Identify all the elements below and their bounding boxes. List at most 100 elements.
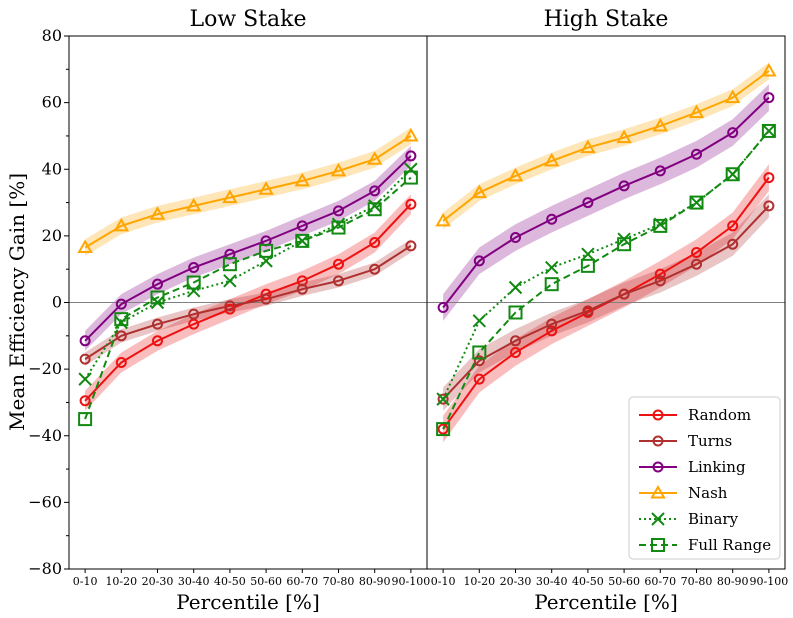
xtick-label-high-stake-70-80: 70-80 [681, 575, 713, 588]
marker-high-stake-full-range-30-40 [544, 277, 559, 292]
legend-marker-linking [652, 461, 664, 473]
legend-marker-full-range [651, 538, 665, 552]
marker-low-stake-random-10-20 [115, 356, 127, 368]
marker-high-stake-random-20-30 [510, 346, 522, 358]
marker-low-stake-linking-60-70 [296, 220, 308, 232]
marker-low-stake-turns-0-10 [79, 353, 91, 365]
marker-high-stake-binary-20-30 [508, 280, 523, 295]
x-axis-label-high-stake: Percentile [%] [534, 590, 678, 614]
xtick-label-high-stake-80-90: 80-90 [717, 575, 749, 588]
line-low-stake-turns [84, 245, 412, 360]
marker-high-stake-nash-50-60 [616, 129, 632, 144]
xtick-label-high-stake-10-20: 10-20 [463, 575, 495, 588]
axes-frame-high-stake [426, 35, 786, 570]
xtick-label-high-stake-40-50: 40-50 [572, 575, 604, 588]
marker-high-stake-turns-10-20 [473, 355, 485, 367]
line-low-stake-full-range [84, 176, 412, 420]
ytick-label-20: 20 [42, 226, 62, 245]
legend-label-binary: Binary [688, 510, 739, 528]
panel-title-high-stake: High Stake [544, 7, 669, 32]
marker-high-stake-random-70-80 [690, 247, 702, 259]
y-axis-label: Mean Efficiency Gain [%] [5, 173, 29, 431]
marker-high-stake-binary-50-60 [617, 232, 631, 246]
ytick-label--20: −20 [28, 359, 62, 378]
marker-low-stake-linking-80-90 [369, 185, 381, 197]
marker-high-stake-full-range-0-10 [436, 422, 451, 437]
marker-low-stake-turns-70-80 [332, 275, 344, 287]
marker-low-stake-full-range-30-40 [186, 275, 201, 290]
marker-high-stake-nash-80-90 [724, 89, 741, 104]
legend-label-linking: Linking [688, 458, 746, 476]
marker-low-stake-nash-80-90 [366, 151, 383, 165]
marker-low-stake-linking-30-40 [188, 262, 200, 274]
marker-high-stake-nash-70-80 [688, 104, 705, 119]
legend-marker-random [652, 409, 664, 421]
ytick-label-0: 0 [52, 293, 62, 312]
marker-high-stake-full-range-50-60 [617, 237, 632, 252]
xtick-label-low-stake-0-10: 0-10 [73, 575, 98, 588]
marker-low-stake-turns-10-20 [115, 330, 127, 342]
marker-high-stake-random-10-20 [473, 373, 485, 385]
axis-ticks: 0-10 10-20 20-30 30-40 40-50 50-60 60-70 70-80 8… [28, 26, 788, 588]
marker-high-stake-nash-0-10 [435, 212, 451, 227]
series-lines [84, 70, 770, 430]
xtick-label-high-stake-30-40: 30-40 [536, 575, 568, 588]
legend-label-turns: Turns [688, 432, 732, 450]
xtick-label-low-stake-40-50: 40-50 [214, 575, 246, 588]
xtick-label-low-stake-70-80: 70-80 [323, 575, 355, 588]
line-high-stake-linking [442, 96, 770, 309]
marker-high-stake-linking-10-20 [473, 255, 485, 267]
marker-high-stake-random-90-100 [763, 172, 775, 184]
marker-low-stake-linking-90-100 [405, 150, 417, 162]
marker-low-stake-turns-80-90 [369, 263, 381, 275]
marker-low-stake-full-range-90-100 [403, 170, 418, 185]
marker-high-stake-linking-30-40 [546, 213, 558, 225]
marker-low-stake-binary-40-50 [223, 274, 237, 288]
line-low-stake-binary [84, 168, 412, 380]
marker-low-stake-nash-40-50 [222, 189, 238, 204]
marker-high-stake-full-range-20-30 [508, 305, 523, 320]
legend: Random Turns Linking Nash Binary Full Ra… [628, 396, 781, 560]
marker-low-stake-nash-70-80 [330, 162, 347, 177]
marker-high-stake-turns-90-100 [763, 200, 775, 212]
marker-low-stake-linking-0-10 [79, 335, 91, 347]
marker-high-stake-nash-10-20 [471, 184, 488, 199]
marker-low-stake-random-20-30 [152, 335, 164, 347]
legend-marker-binary [651, 512, 665, 526]
marker-low-stake-binary-20-30 [150, 295, 165, 310]
marker-high-stake-turns-30-40 [546, 318, 558, 330]
marker-low-stake-random-0-10 [79, 395, 91, 407]
marker-high-stake-binary-80-90 [725, 167, 740, 181]
marker-low-stake-full-range-80-90 [367, 202, 382, 217]
marker-low-stake-full-range-40-50 [222, 257, 237, 272]
marker-high-stake-random-30-40 [546, 325, 558, 337]
marker-high-stake-binary-30-40 [544, 260, 559, 275]
marker-high-stake-full-range-90-100 [761, 123, 776, 138]
xtick-label-high-stake-20-30: 20-30 [500, 575, 532, 588]
x-axis-label-low-stake: Percentile [%] [176, 590, 320, 614]
marker-low-stake-random-90-100 [405, 198, 417, 210]
marker-high-stake-turns-60-70 [654, 275, 666, 287]
marker-low-stake-turns-60-70 [296, 283, 308, 295]
marker-low-stake-binary-60-70 [295, 234, 310, 248]
marker-low-stake-binary-70-80 [331, 217, 346, 231]
marker-low-stake-binary-90-100 [404, 162, 418, 176]
marker-high-stake-turns-40-50 [582, 305, 594, 317]
xtick-label-low-stake-20-30: 20-30 [142, 575, 174, 588]
marker-high-stake-random-80-90 [727, 220, 739, 232]
marker-low-stake-binary-30-40 [186, 284, 201, 298]
marker-low-stake-full-range-20-30 [150, 290, 165, 305]
marker-low-stake-linking-20-30 [152, 278, 164, 290]
marker-low-stake-binary-10-20 [114, 315, 129, 330]
marker-high-stake-linking-0-10 [437, 301, 449, 313]
marker-low-stake-turns-50-60 [260, 293, 272, 305]
marker-high-stake-binary-0-10 [436, 392, 450, 406]
line-low-stake-linking [84, 155, 412, 342]
legend-label-nash: Nash [688, 484, 728, 502]
marker-high-stake-full-range-70-80 [689, 195, 704, 210]
marker-high-stake-binary-70-80 [689, 195, 704, 210]
marker-high-stake-linking-20-30 [510, 232, 522, 244]
marker-high-stake-nash-40-50 [580, 139, 596, 154]
line-high-stake-turns [442, 205, 770, 400]
marker-high-stake-turns-50-60 [618, 288, 630, 300]
